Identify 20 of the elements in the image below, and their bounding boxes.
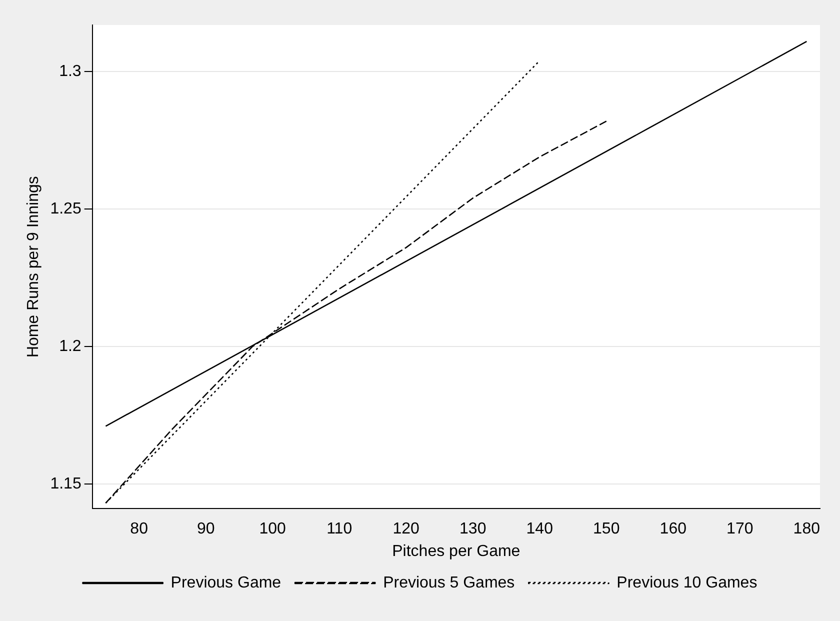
x-tick-label: 90 [196, 520, 215, 538]
x-tick-label: 110 [326, 520, 352, 538]
x-tick-label: 150 [593, 520, 620, 538]
x-tick-label: 140 [526, 520, 554, 538]
x-tick-label: 180 [793, 520, 820, 538]
x-tick-label: 80 [130, 520, 148, 538]
y-tick-label: 1.3 [59, 63, 82, 80]
y-axis-title: Home Runs per 9 Innings [25, 176, 42, 358]
x-tick-label: 100 [259, 520, 286, 538]
y-tick-label: 1.15 [50, 475, 82, 492]
x-tick-label: 130 [460, 520, 486, 538]
legend-label: Previous 5 Games [383, 574, 515, 592]
legend-label: Previous Game [170, 574, 282, 592]
x-axis-title: Pitches per Game [392, 542, 520, 560]
x-tick-label: 120 [392, 520, 420, 538]
x-tick-label: 160 [660, 520, 687, 538]
y-tick-label: 1.25 [50, 200, 82, 218]
y-tick-label: 1.2 [59, 338, 82, 355]
x-tick-label: 170 [726, 520, 754, 538]
legend-label: Previous 10 Games [616, 574, 758, 592]
